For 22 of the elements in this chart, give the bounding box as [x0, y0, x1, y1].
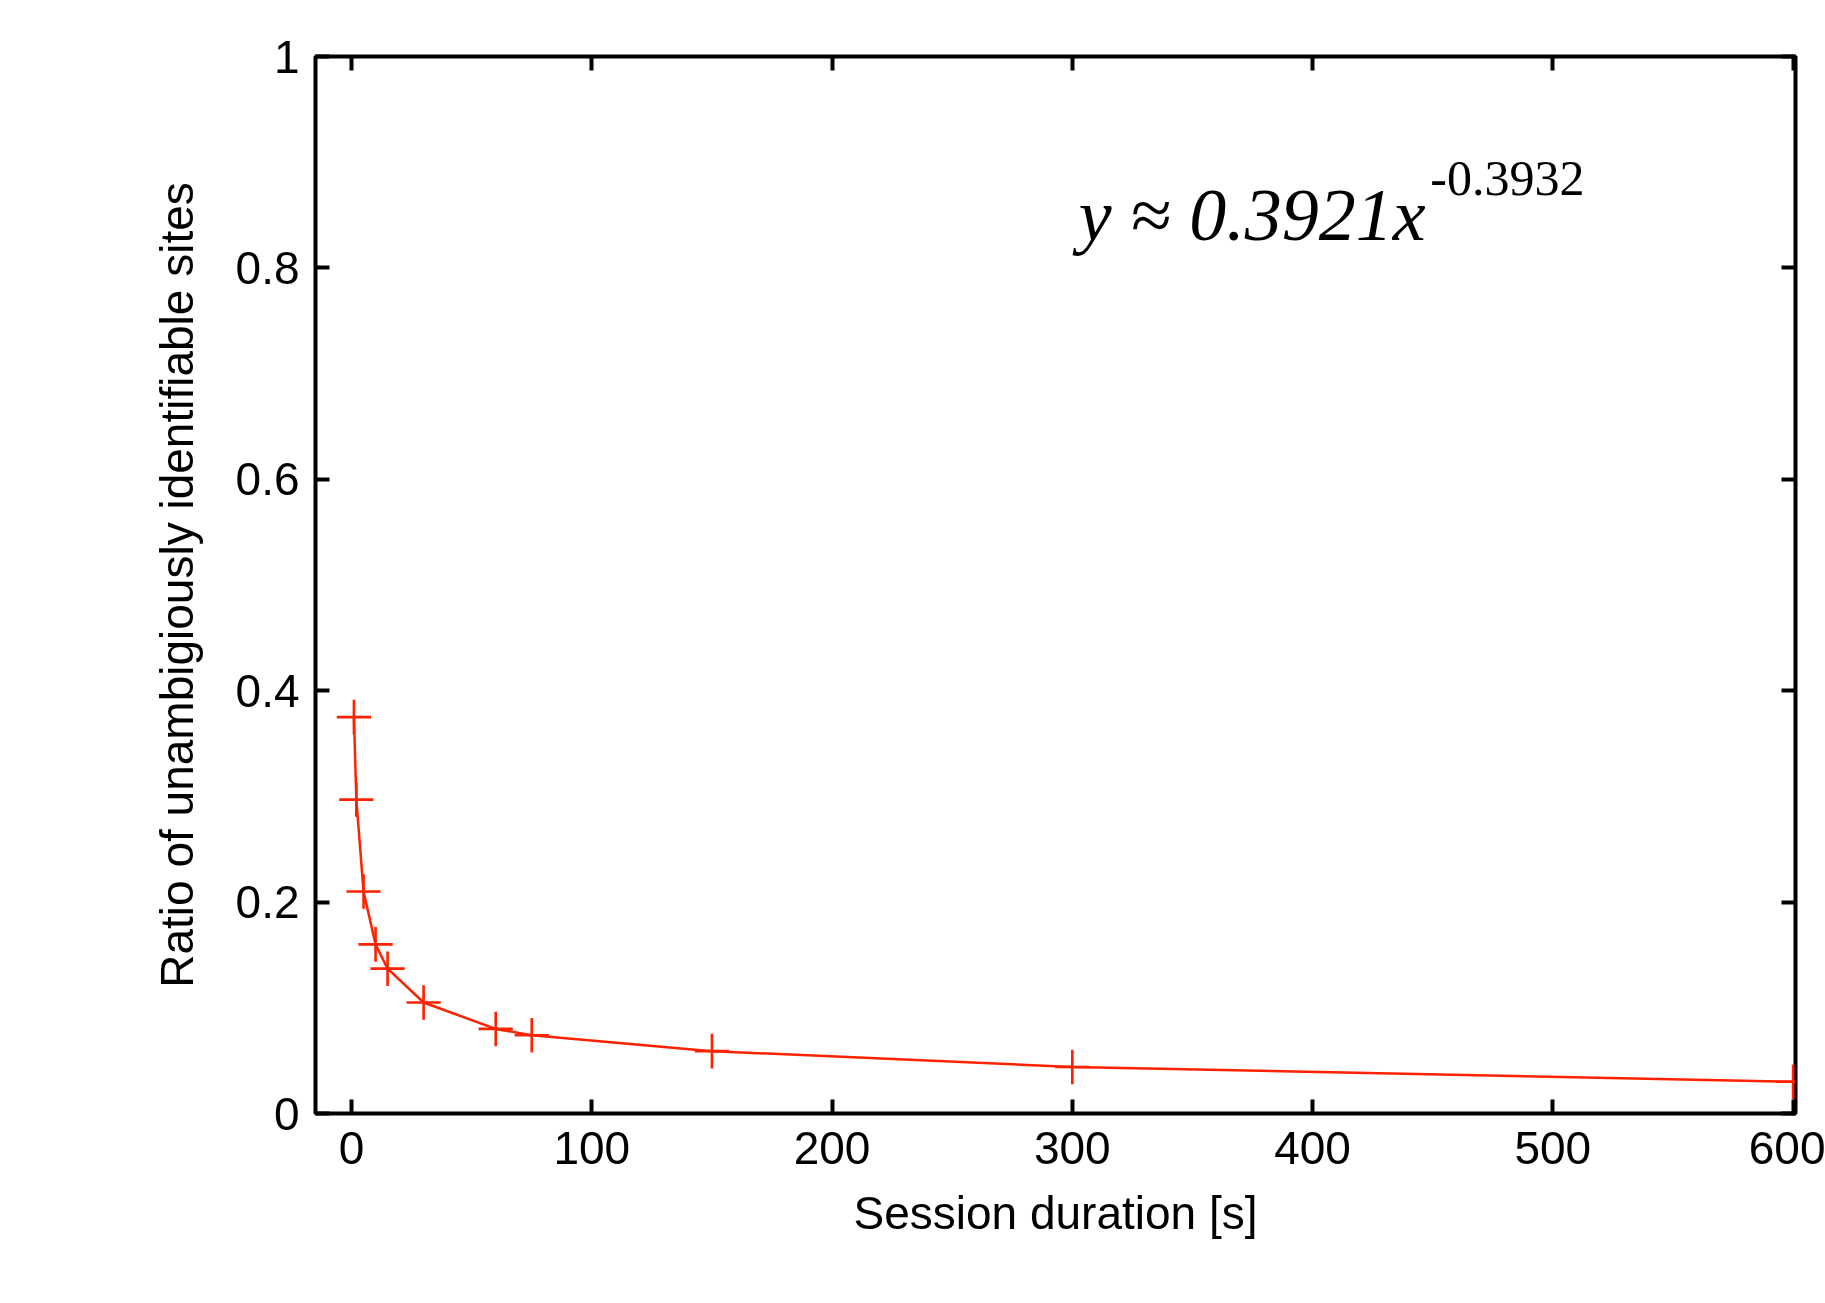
y-tick-label: 0.6 [235, 453, 300, 506]
x-tick-label: 300 [1033, 1121, 1111, 1174]
y-tick-label: 0.4 [235, 664, 300, 717]
x-tick-label: 100 [553, 1121, 631, 1174]
y-axis-title: Ratio of unambigiously identifiable sites [150, 182, 203, 988]
y-tick-label: 0.2 [235, 876, 300, 929]
point [358, 927, 393, 962]
point [370, 951, 405, 986]
point [406, 985, 441, 1020]
x-tick-label: 500 [1514, 1121, 1592, 1174]
y-tick-label: 0.8 [235, 241, 300, 294]
x-tick-label: 400 [1274, 1121, 1351, 1174]
point [339, 782, 374, 817]
point [346, 874, 381, 909]
point [514, 1018, 549, 1053]
point [478, 1011, 513, 1047]
x-axis-title: Session duration [s] [853, 1186, 1258, 1239]
x-tick-label: 200 [793, 1121, 871, 1174]
x-tick-label: 0 [338, 1121, 365, 1174]
x-tick-label: 600 [1748, 1121, 1825, 1174]
y-tick-label: 1 [273, 30, 300, 83]
y-tick-label: 0 [273, 1087, 300, 1140]
